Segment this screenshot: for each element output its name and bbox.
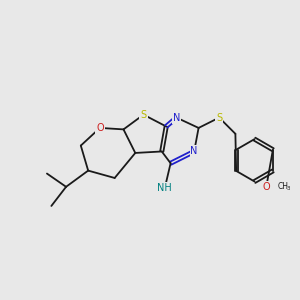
Text: S: S — [140, 110, 147, 120]
Text: O: O — [262, 182, 270, 192]
Text: N: N — [173, 112, 180, 123]
Text: 3: 3 — [286, 186, 290, 191]
Text: S: S — [216, 112, 222, 123]
Text: NH: NH — [157, 183, 172, 193]
Text: N: N — [190, 146, 198, 157]
Text: CH: CH — [278, 182, 289, 191]
Text: O: O — [96, 123, 104, 133]
